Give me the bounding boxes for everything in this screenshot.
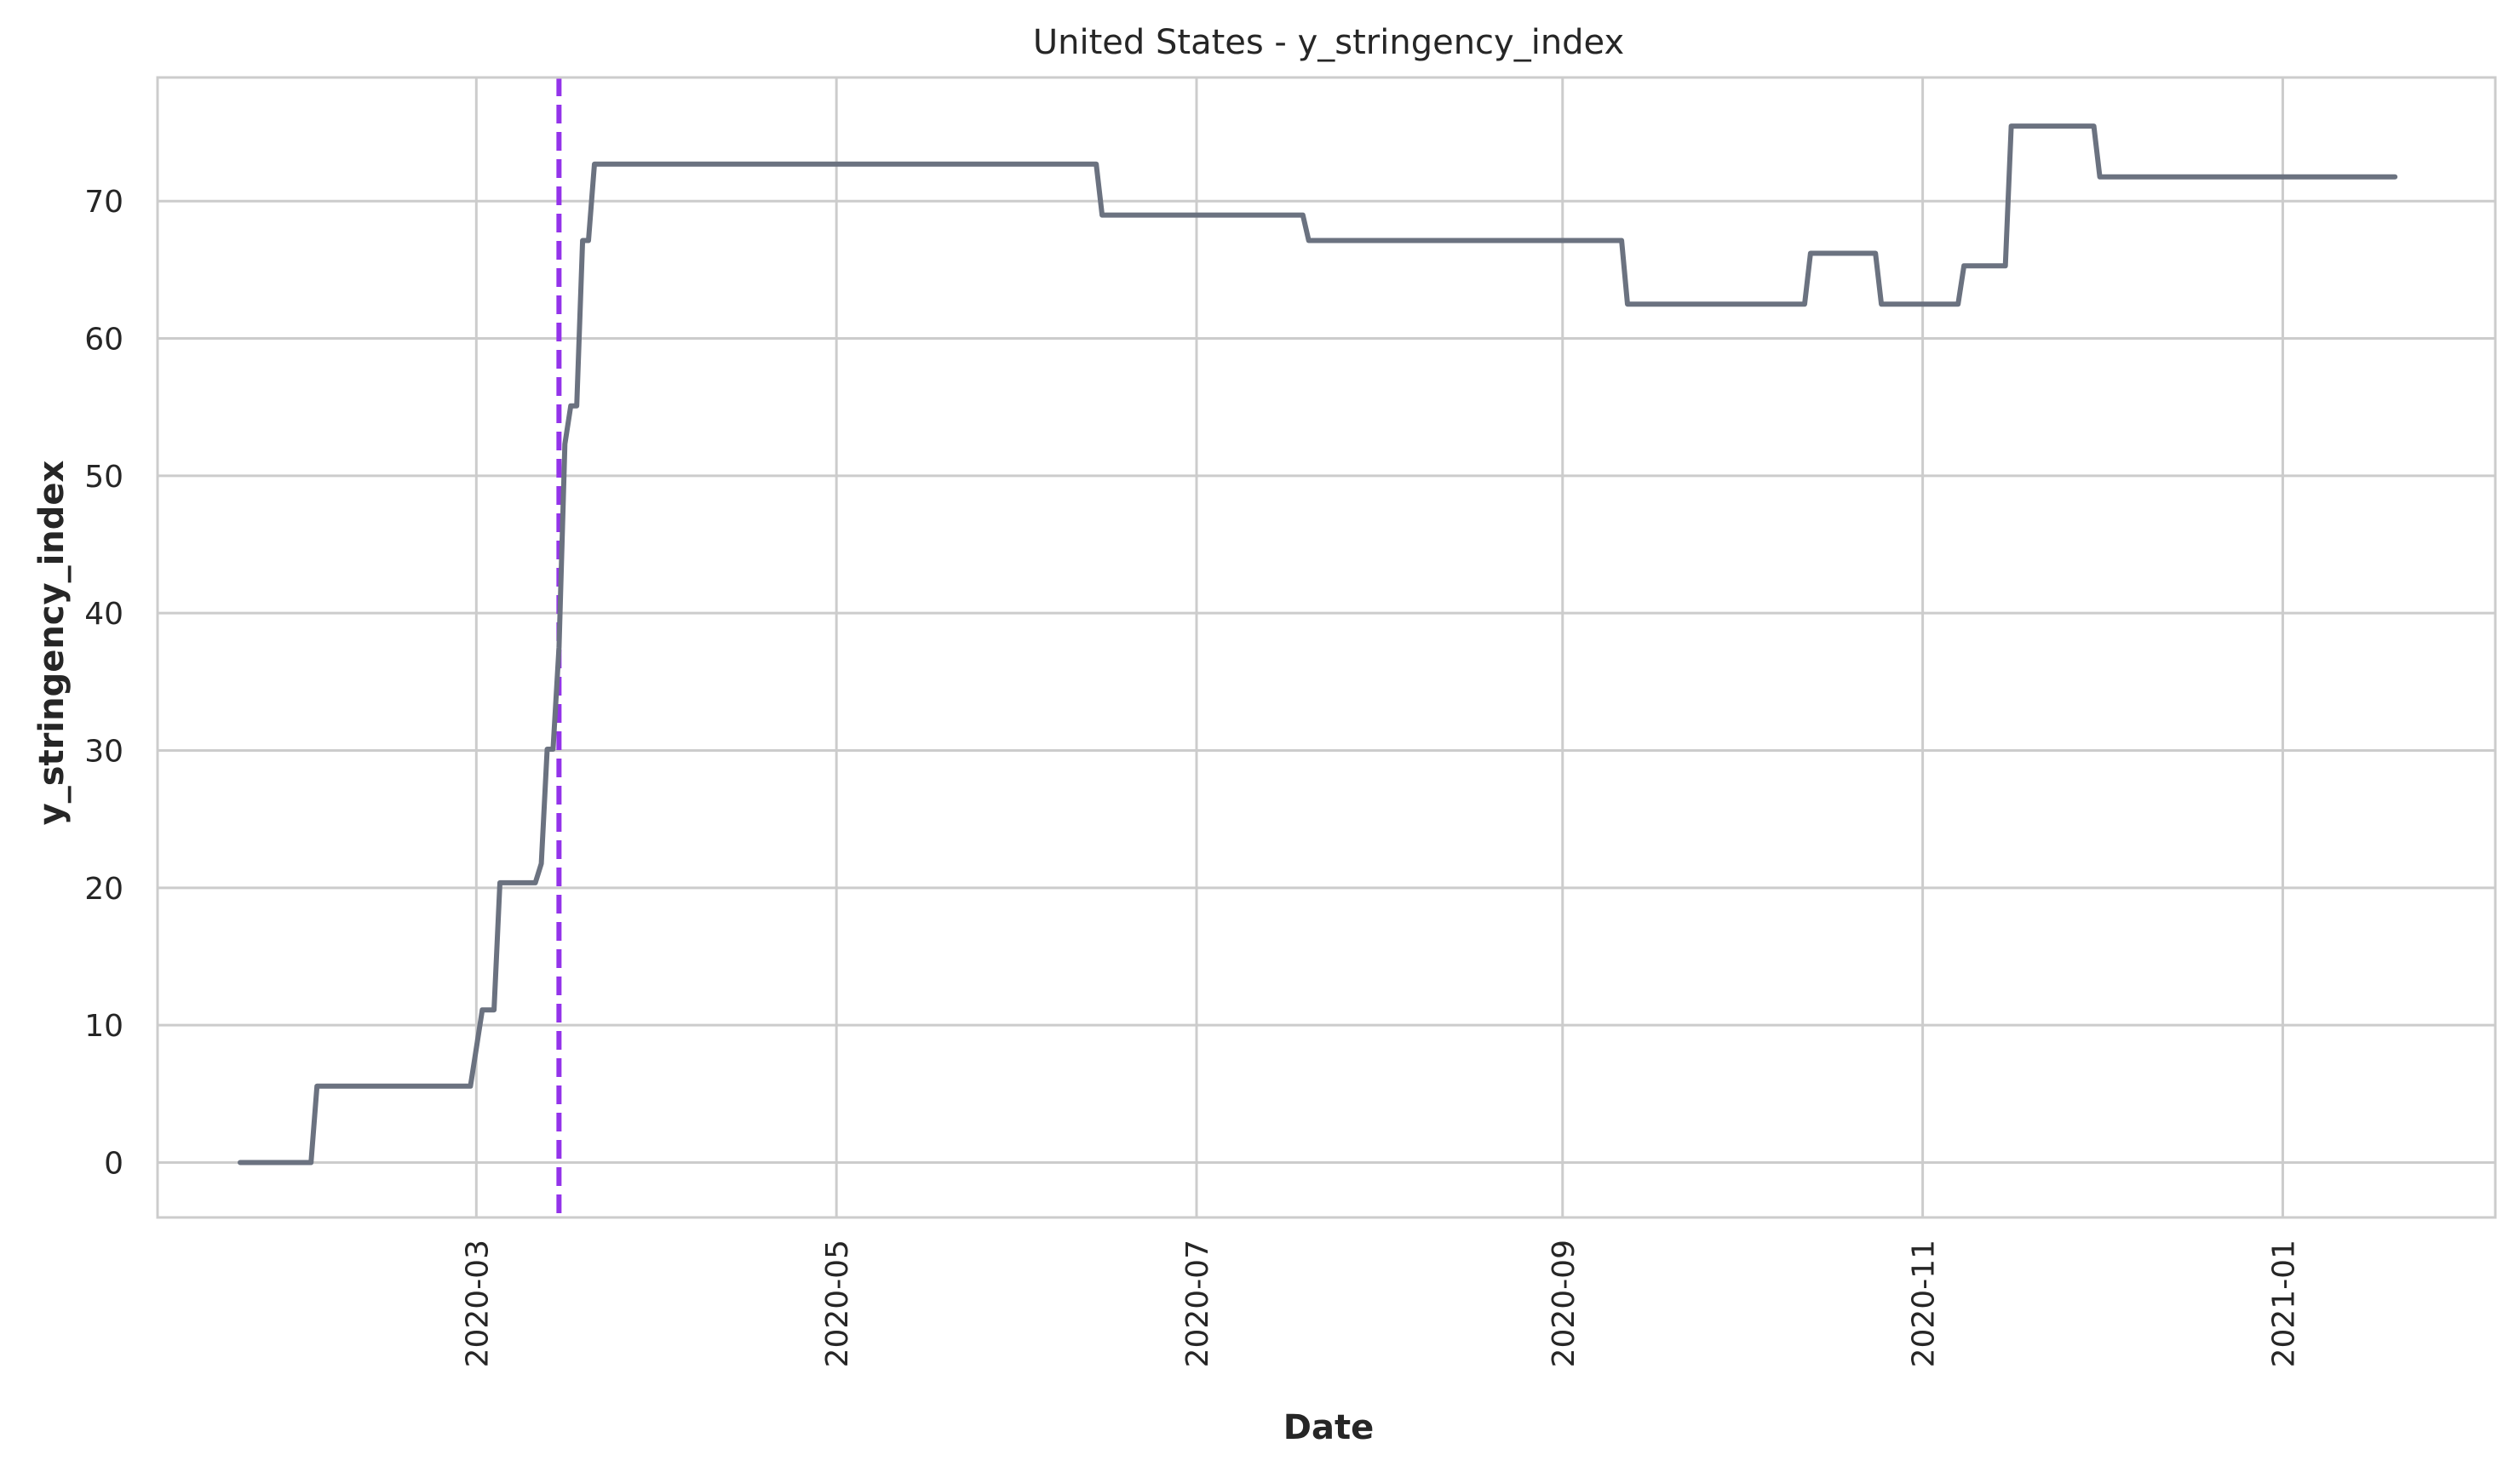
y-tick-label: 0 — [104, 1146, 123, 1181]
y-axis-label: y_stringency_index — [32, 460, 72, 825]
x-tick-labels: 2020-03 2020-05 2020-07 2020-09 2020-11 2021-… — [460, 1240, 2301, 1367]
y-tick-label: 40 — [84, 597, 123, 632]
x-tick-label: 2020-11 — [1907, 1240, 1942, 1367]
chart-title: United States - y_stringency_index — [1033, 23, 1624, 62]
y-tick-label: 20 — [84, 872, 123, 907]
x-tick-label: 2020-05 — [820, 1240, 855, 1367]
series-layer — [238, 123, 2398, 1166]
x-axis-label: Date — [1283, 1408, 1374, 1447]
x-tick-label: 2020-09 — [1547, 1240, 1581, 1367]
grid-layer — [158, 77, 2495, 1217]
x-tick-label: 2020-07 — [1180, 1240, 1215, 1367]
y-tick-label: 30 — [84, 734, 123, 769]
y-tick-label: 70 — [84, 185, 123, 220]
y-tick-label: 50 — [84, 460, 123, 495]
y-tick-label: 60 — [84, 323, 123, 358]
plot-frame — [156, 76, 2497, 1219]
y-tick-label: 10 — [84, 1009, 123, 1044]
y-tick-labels: 0 10 20 30 40 50 60 70 — [84, 185, 123, 1181]
series-line — [238, 123, 2398, 1166]
x-tick-label: 2021-01 — [2266, 1240, 2301, 1367]
x-tick-label: 2020-03 — [460, 1240, 495, 1367]
